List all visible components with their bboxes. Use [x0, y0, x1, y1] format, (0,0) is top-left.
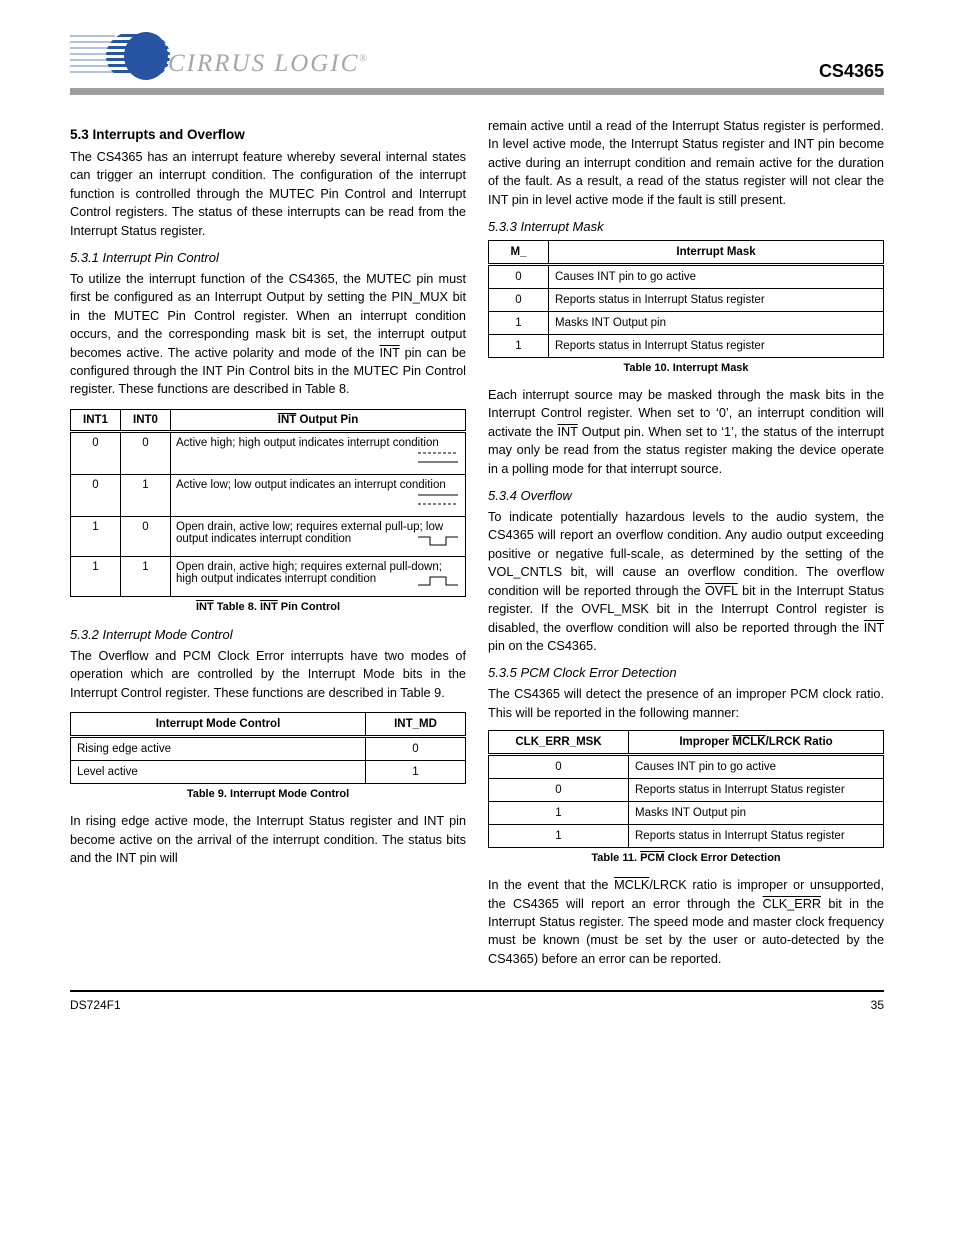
- td: 1: [489, 825, 629, 848]
- th: M_: [489, 241, 549, 265]
- heading-5-3-3: 5.3.3 Interrupt Mask: [488, 219, 884, 234]
- brand-text: CIRRUS LOGIC®: [168, 50, 369, 78]
- td: 1: [489, 335, 549, 358]
- td: Masks INT Output pin: [549, 312, 884, 335]
- para: Each interrupt source may be masked thro…: [488, 386, 884, 478]
- pulse-high-icon: [416, 573, 460, 592]
- td: Reports status in Interrupt Status regis…: [549, 289, 884, 312]
- para: The CS4365 has an interrupt feature wher…: [70, 148, 466, 240]
- td: Masks INT Output pin: [629, 802, 884, 825]
- footer-right: 35: [871, 998, 884, 1012]
- td: 0: [489, 265, 549, 289]
- overline-clkerr: CLK_ERR: [763, 897, 822, 911]
- td: 1: [71, 556, 121, 596]
- table-8: INT1 INT0 INT Output Pin 0 0 Active high…: [70, 409, 466, 597]
- overline-int: INT: [864, 621, 884, 635]
- waveform-low-icon: [416, 491, 460, 512]
- td: Active low; low output indicates an inte…: [171, 474, 466, 516]
- td: 1: [121, 474, 171, 516]
- td: Open drain, active low; requires externa…: [171, 516, 466, 556]
- table-11: CLK_ERR_MSK Improper MCLK/LRCK Ratio 0Ca…: [488, 730, 884, 848]
- th: Interrupt Mask: [549, 241, 884, 265]
- td: 0: [489, 779, 629, 802]
- td: 0: [71, 431, 121, 474]
- heading-5-3-4: 5.3.4 Overflow: [488, 488, 884, 503]
- td: Rising edge active: [71, 737, 366, 761]
- caption-table-8: INT Table 8. INT Pin ControlTable 8. INT…: [70, 601, 466, 613]
- para: In rising edge active mode, the Interrup…: [70, 812, 466, 867]
- overline-int: INT: [379, 346, 399, 360]
- td: 1: [489, 802, 629, 825]
- para: The Overflow and PCM Clock Error interru…: [70, 647, 466, 702]
- th: INT_MD: [366, 713, 466, 737]
- para: remain active until a read of the Interr…: [488, 117, 884, 209]
- caption-table-9: Table 9. Interrupt Mode Control: [70, 788, 466, 800]
- para: To utilize the interrupt function of the…: [70, 270, 466, 399]
- td: 0: [366, 737, 466, 761]
- overline-ovfl: OVFL: [705, 584, 738, 598]
- th: Interrupt Mode Control: [71, 713, 366, 737]
- logo-mark-icon: [70, 30, 170, 82]
- th: Improper MCLK/LRCK Ratio: [629, 731, 884, 755]
- brand-logo: CIRRUS LOGIC®: [70, 30, 369, 82]
- table-9: Interrupt Mode Control INT_MD Rising edg…: [70, 712, 466, 784]
- waveform-high-icon: [416, 449, 460, 470]
- footer-left: DS724F1: [70, 998, 121, 1012]
- td: Causes INT pin to go active: [629, 755, 884, 779]
- heading-5-3-2: 5.3.2 Interrupt Mode Control: [70, 627, 466, 642]
- td: 0: [489, 755, 629, 779]
- td: Level active: [71, 761, 366, 784]
- td: Reports status in Interrupt Status regis…: [629, 825, 884, 848]
- td: 1: [366, 761, 466, 784]
- overline-mclk: MCLK: [614, 878, 649, 892]
- heading-5-3-1: 5.3.1 Interrupt Pin Control: [70, 250, 466, 265]
- td: 1: [489, 312, 549, 335]
- td: Reports status in Interrupt Status regis…: [629, 779, 884, 802]
- heading-5-3: 5.3 Interrupts and Overflow: [70, 127, 466, 142]
- td: Active high; high output indicates inter…: [171, 431, 466, 474]
- td: 1: [121, 556, 171, 596]
- caption-table-10: Table 10. Interrupt Mask: [488, 362, 884, 374]
- td: Causes INT pin to go active: [549, 265, 884, 289]
- pulse-low-icon: [416, 533, 460, 552]
- th: INT1: [71, 409, 121, 431]
- td: Open drain, active high; requires extern…: [171, 556, 466, 596]
- caption-table-11: Table 11. PCM Clock Error Detection: [488, 852, 884, 864]
- td: 0: [121, 516, 171, 556]
- td: 1: [71, 516, 121, 556]
- th: CLK_ERR_MSK: [489, 731, 629, 755]
- td: 0: [489, 289, 549, 312]
- para: In the event that the MCLK/LRCK ratio is…: [488, 876, 884, 968]
- td: Reports status in Interrupt Status regis…: [549, 335, 884, 358]
- td: 0: [71, 474, 121, 516]
- heading-5-3-5: 5.3.5 PCM Clock Error Detection: [488, 665, 884, 680]
- footer-rule: [70, 990, 884, 992]
- header-rule: [70, 88, 884, 95]
- overline-int: INT: [557, 425, 577, 439]
- para: To indicate potentially hazardous levels…: [488, 508, 884, 655]
- part-number: CS4365: [819, 61, 884, 82]
- td: 0: [121, 431, 171, 474]
- table-10: M_ Interrupt Mask 0Causes INT pin to go …: [488, 240, 884, 358]
- para: The CS4365 will detect the presence of a…: [488, 685, 884, 722]
- th: INT Output Pin: [171, 409, 466, 431]
- th: INT0: [121, 409, 171, 431]
